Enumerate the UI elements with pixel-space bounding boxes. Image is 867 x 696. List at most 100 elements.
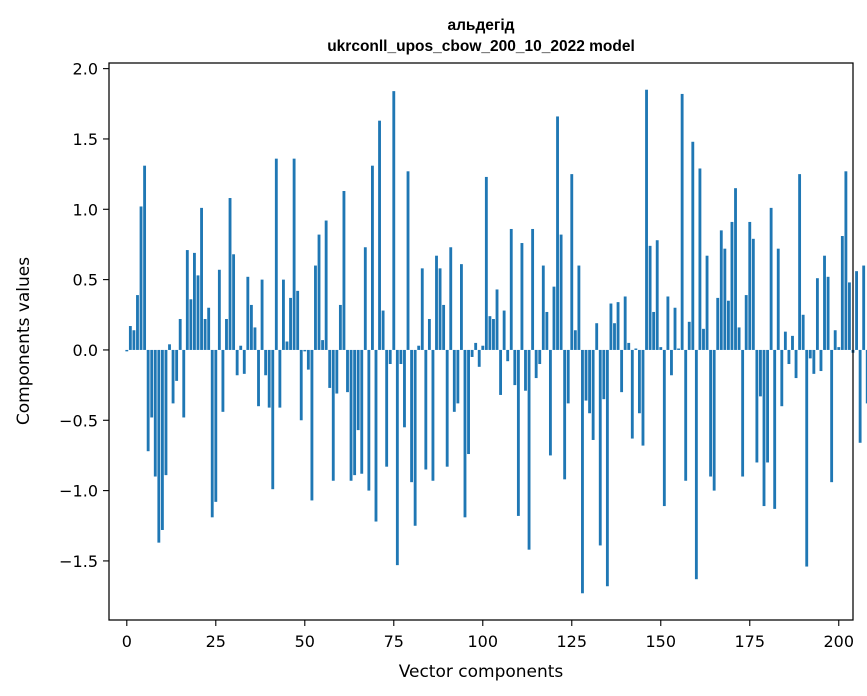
bar-121 [556, 116, 559, 350]
x-axis-ticks: 0 25 50 75 100 125 150 175 200 [122, 620, 854, 651]
bar-32 [239, 345, 243, 350]
bar-99 [477, 349, 481, 367]
bar-201 [840, 236, 844, 350]
bar-34 [246, 276, 250, 350]
bar-112 [524, 349, 527, 391]
bar-159 [691, 141, 695, 350]
bar-5 [143, 165, 147, 350]
bar-189 [798, 174, 802, 350]
bar-21 [200, 207, 203, 350]
bar-148 [652, 311, 656, 350]
chart-title-line2: ukrconll_upos_cbow_200_10_2022 model [327, 38, 635, 55]
bar-33 [242, 349, 246, 374]
bar-17 [185, 250, 189, 350]
bar-116 [538, 349, 542, 365]
bar-103 [492, 318, 495, 350]
bar-38 [260, 279, 264, 350]
bar-102 [488, 316, 492, 350]
bar-176 [751, 238, 755, 350]
bar-85 [427, 318, 431, 350]
bar-27 [221, 349, 225, 412]
bar-88 [438, 268, 442, 350]
bar-163 [705, 255, 709, 350]
bar-202 [844, 171, 848, 350]
bar-97 [470, 349, 474, 357]
bar-178 [759, 349, 762, 397]
bar-203 [848, 282, 851, 350]
bar-106 [502, 310, 506, 350]
bar-45 [285, 341, 289, 350]
bar-122 [559, 234, 563, 350]
x-tick-label: 50 [295, 632, 315, 651]
y-tick-label: −0.5 [59, 411, 98, 430]
bar-65 [356, 349, 360, 431]
bar-1 [128, 326, 132, 350]
bar-10 [160, 349, 164, 530]
bar-129 [584, 349, 588, 401]
bar-158 [687, 321, 691, 350]
bar-67 [363, 247, 367, 350]
bar-144 [637, 349, 641, 414]
bar-206 [858, 349, 862, 443]
bar-185 [783, 331, 787, 350]
bar-140 [623, 296, 627, 350]
bar-113 [527, 349, 531, 550]
y-tick-label: 0.0 [73, 341, 98, 360]
bar-109 [513, 349, 517, 386]
bar-130 [588, 349, 591, 414]
bar-208 [865, 349, 867, 404]
bar-186 [787, 349, 791, 365]
bar-47 [292, 158, 296, 350]
bar-197 [826, 276, 830, 350]
bar-123 [563, 349, 567, 480]
bar-9 [157, 349, 161, 543]
bar-52 [310, 349, 314, 501]
bar-136 [609, 303, 613, 350]
bar-35 [249, 304, 253, 350]
bar-63 [349, 349, 353, 481]
bar-8 [153, 349, 157, 477]
bar-182 [773, 349, 777, 509]
bar-49 [299, 349, 303, 421]
bar-0 [125, 349, 129, 352]
bar-162 [702, 328, 705, 350]
bar-114 [531, 228, 535, 350]
bar-170 [730, 221, 734, 350]
bar-155 [677, 348, 680, 350]
bar-160 [694, 349, 698, 580]
x-tick-label: 150 [645, 632, 676, 651]
bar-168 [723, 248, 727, 350]
bar-20 [196, 275, 200, 350]
bar-157 [684, 349, 688, 481]
bar-165 [712, 349, 716, 491]
bar-70 [374, 349, 378, 522]
bar-22 [203, 318, 207, 350]
bar-161 [698, 168, 702, 350]
bar-143 [634, 348, 638, 350]
bar-183 [776, 248, 780, 350]
bar-200 [837, 347, 841, 350]
y-tick-label: 2.0 [73, 60, 98, 79]
bar-58 [331, 349, 335, 481]
bar-180 [766, 349, 769, 463]
plot-frame [108, 62, 854, 621]
bar-26 [217, 269, 221, 350]
bar-68 [367, 349, 371, 491]
bar-193 [812, 349, 816, 374]
bar-90 [445, 349, 449, 467]
bar-145 [641, 349, 645, 446]
bar-101 [484, 176, 488, 350]
y-tick-label: 1.0 [73, 200, 98, 219]
bar-115 [534, 349, 538, 379]
bar-91 [449, 247, 453, 350]
bar-72 [381, 310, 385, 350]
bar-125 [570, 174, 574, 350]
bar-41 [271, 349, 275, 490]
bar-54 [317, 234, 321, 350]
bar-187 [791, 335, 794, 350]
bar-150 [659, 347, 663, 350]
bar-6 [146, 349, 150, 452]
bar-55 [321, 340, 325, 350]
bar-105 [499, 349, 503, 395]
bar-175 [748, 221, 752, 350]
